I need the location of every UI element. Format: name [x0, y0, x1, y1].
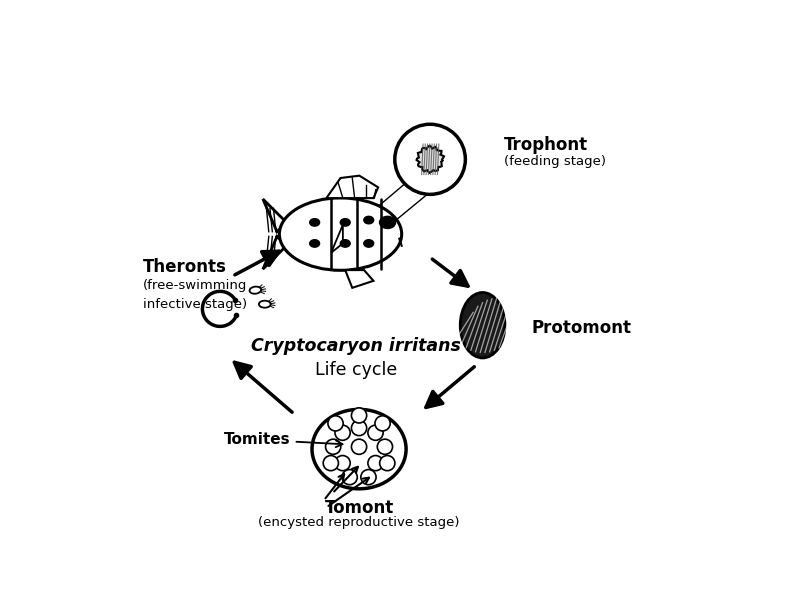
Ellipse shape	[312, 409, 406, 489]
Circle shape	[340, 240, 350, 247]
Circle shape	[310, 219, 320, 226]
Polygon shape	[331, 225, 343, 253]
Ellipse shape	[280, 198, 402, 270]
Circle shape	[379, 216, 395, 228]
Ellipse shape	[460, 293, 505, 358]
Ellipse shape	[351, 439, 367, 454]
Text: Tomont: Tomont	[324, 498, 394, 517]
Text: (free-swimming: (free-swimming	[143, 279, 247, 292]
Circle shape	[363, 216, 374, 224]
Circle shape	[363, 240, 374, 247]
Text: Cryptocaryon irritans: Cryptocaryon irritans	[251, 337, 461, 355]
Ellipse shape	[395, 124, 465, 194]
Ellipse shape	[351, 408, 367, 423]
Polygon shape	[263, 199, 286, 232]
Ellipse shape	[377, 439, 393, 454]
Ellipse shape	[335, 425, 350, 440]
Ellipse shape	[351, 421, 367, 436]
Ellipse shape	[325, 439, 341, 454]
Ellipse shape	[324, 455, 339, 470]
Ellipse shape	[375, 416, 391, 431]
Text: Protomont: Protomont	[532, 319, 632, 336]
Polygon shape	[263, 237, 286, 269]
Text: (encysted reproductive stage): (encysted reproductive stage)	[258, 516, 460, 529]
Ellipse shape	[342, 470, 357, 485]
Ellipse shape	[379, 455, 395, 470]
Text: Trophont: Trophont	[505, 137, 588, 154]
Text: (feeding stage): (feeding stage)	[505, 155, 607, 168]
Circle shape	[340, 219, 350, 226]
Polygon shape	[417, 146, 444, 173]
Ellipse shape	[335, 455, 350, 470]
Ellipse shape	[368, 425, 383, 440]
Text: Life cycle: Life cycle	[315, 361, 397, 379]
Text: Theronts: Theronts	[143, 258, 226, 276]
Ellipse shape	[368, 455, 383, 470]
Ellipse shape	[361, 470, 376, 485]
Polygon shape	[327, 175, 378, 198]
Ellipse shape	[328, 416, 344, 431]
Circle shape	[310, 240, 320, 247]
Text: infective stage): infective stage)	[143, 297, 247, 311]
Text: Tomites: Tomites	[224, 432, 343, 447]
Polygon shape	[345, 270, 374, 288]
